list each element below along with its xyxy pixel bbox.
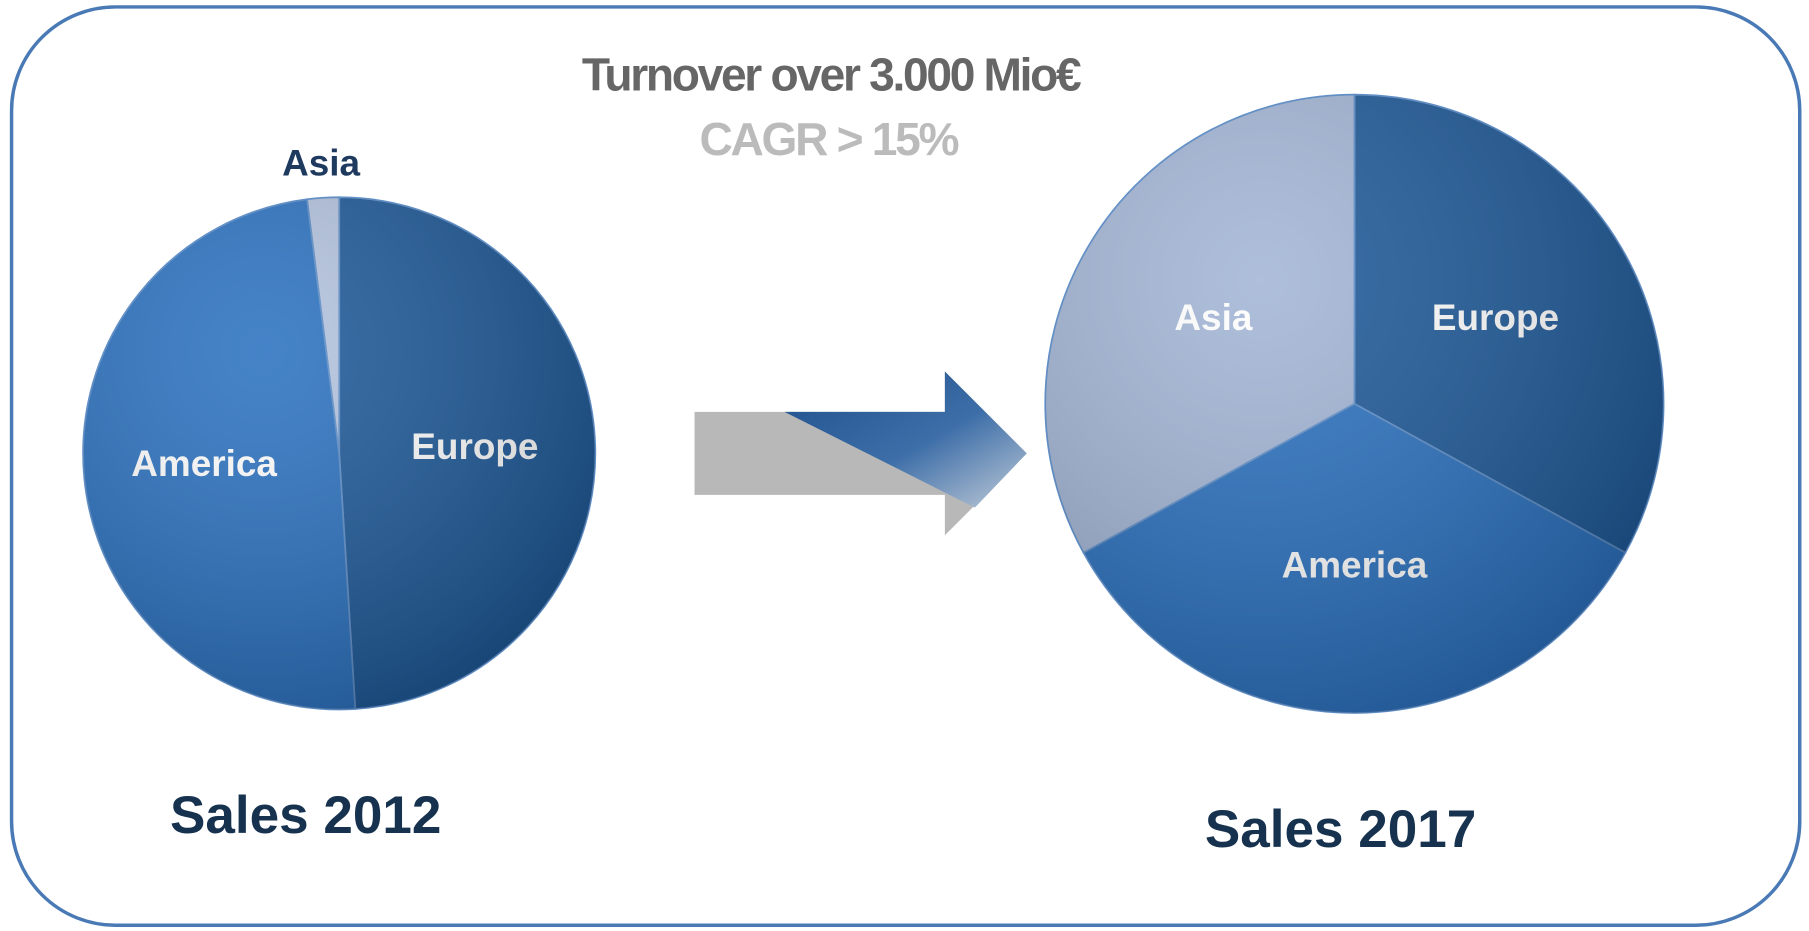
slice-label: Europe [411,426,538,467]
slice-label: Europe [1432,297,1559,338]
slice-label: America [131,443,277,484]
pie-title: Sales 2012 [170,786,441,845]
subheadline: CAGR > 15% [700,113,959,165]
headline: Turnover over 3.000 Mio€ [582,49,1081,101]
slice-label: America [1282,544,1428,585]
arrow [694,371,1027,536]
pie-title: Sales 2017 [1205,800,1476,859]
slice-label: Asia [1174,297,1252,338]
slice-label: Asia [282,142,360,183]
